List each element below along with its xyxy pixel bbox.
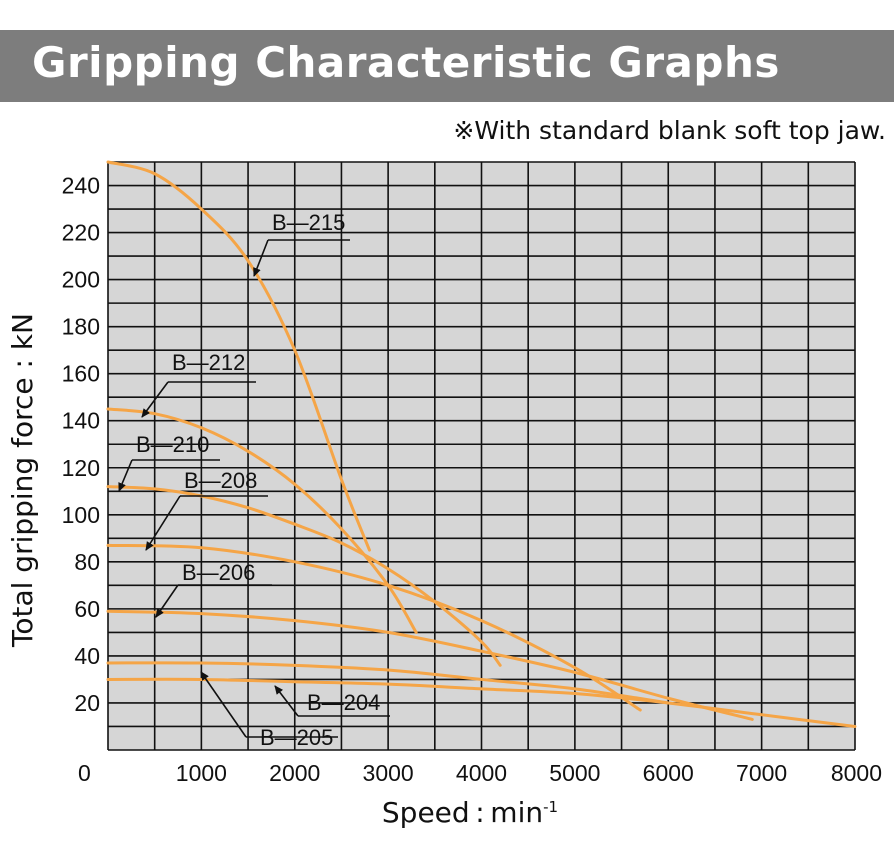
title-bar: Gripping Characteristic Graphs <box>0 30 894 102</box>
x-tick-label: 6000 <box>643 760 694 786</box>
y-tick-label: 40 <box>74 643 100 669</box>
leader-arrow <box>141 381 169 418</box>
label-b204: B—204 <box>307 690 380 715</box>
leader-arrow <box>253 239 269 277</box>
y-tick-label: 60 <box>74 596 100 622</box>
y-tick-label: 180 <box>62 314 100 340</box>
leader-arrow <box>200 671 247 738</box>
series-b215-line <box>106 160 371 552</box>
y-tick-label: 80 <box>74 549 100 575</box>
x-tick-label: 2000 <box>269 760 320 786</box>
label-b206: B—206 <box>182 560 255 585</box>
label-b204-group: B—204 <box>274 685 390 717</box>
y-tick-label: 100 <box>62 502 100 528</box>
x-tick-label: 0 <box>78 760 91 786</box>
y-tick-label: 140 <box>62 408 100 434</box>
y-tick-label: 120 <box>62 455 100 481</box>
series-b208-line <box>106 543 642 712</box>
chart-note: ※With standard blank soft top jaw. <box>453 116 886 145</box>
label-b210: B—210 <box>136 432 209 457</box>
label-b210-group: B—210 <box>118 432 220 492</box>
y-axis-label: Total gripping force : kN <box>6 313 39 648</box>
leader-arrow <box>145 495 181 551</box>
label-b215-group: B—215 <box>253 210 350 277</box>
x-axis-label: Speed : min-1 <box>382 796 558 829</box>
series-b205-line <box>106 661 670 705</box>
leader-arrow <box>118 459 133 492</box>
y-tick-label: 20 <box>74 690 100 716</box>
leader-arrow <box>274 685 299 717</box>
label-b206-group: B—206 <box>155 560 272 618</box>
y-tick-label: 160 <box>62 361 100 387</box>
page-title: Gripping Characteristic Graphs <box>32 38 780 87</box>
x-tick-label: 3000 <box>363 760 414 786</box>
label-b208: B—208 <box>184 468 257 493</box>
series-b212-line <box>106 407 418 634</box>
label-b215: B—215 <box>272 210 345 235</box>
x-tick-label: 5000 <box>549 760 600 786</box>
series-b206-line <box>106 609 754 721</box>
x-tick-label: 8000 <box>831 760 882 786</box>
x-tick-label: 4000 <box>456 760 507 786</box>
label-b205: B—205 <box>260 725 333 750</box>
x-tick-label: 1000 <box>176 760 227 786</box>
label-b205-group: B—205 <box>200 671 338 750</box>
y-tick-label: 240 <box>62 173 100 199</box>
x-tick-label: 7000 <box>736 760 787 786</box>
y-tick-label: 200 <box>62 267 100 293</box>
series-b204-line <box>106 677 857 728</box>
label-b208-group: B—208 <box>145 468 268 551</box>
label-b212: B—212 <box>172 350 245 375</box>
label-b212-group: B—212 <box>141 350 256 418</box>
y-tick-label: 220 <box>62 220 100 246</box>
series-b210-line <box>106 485 502 667</box>
leader-arrow <box>155 584 179 618</box>
